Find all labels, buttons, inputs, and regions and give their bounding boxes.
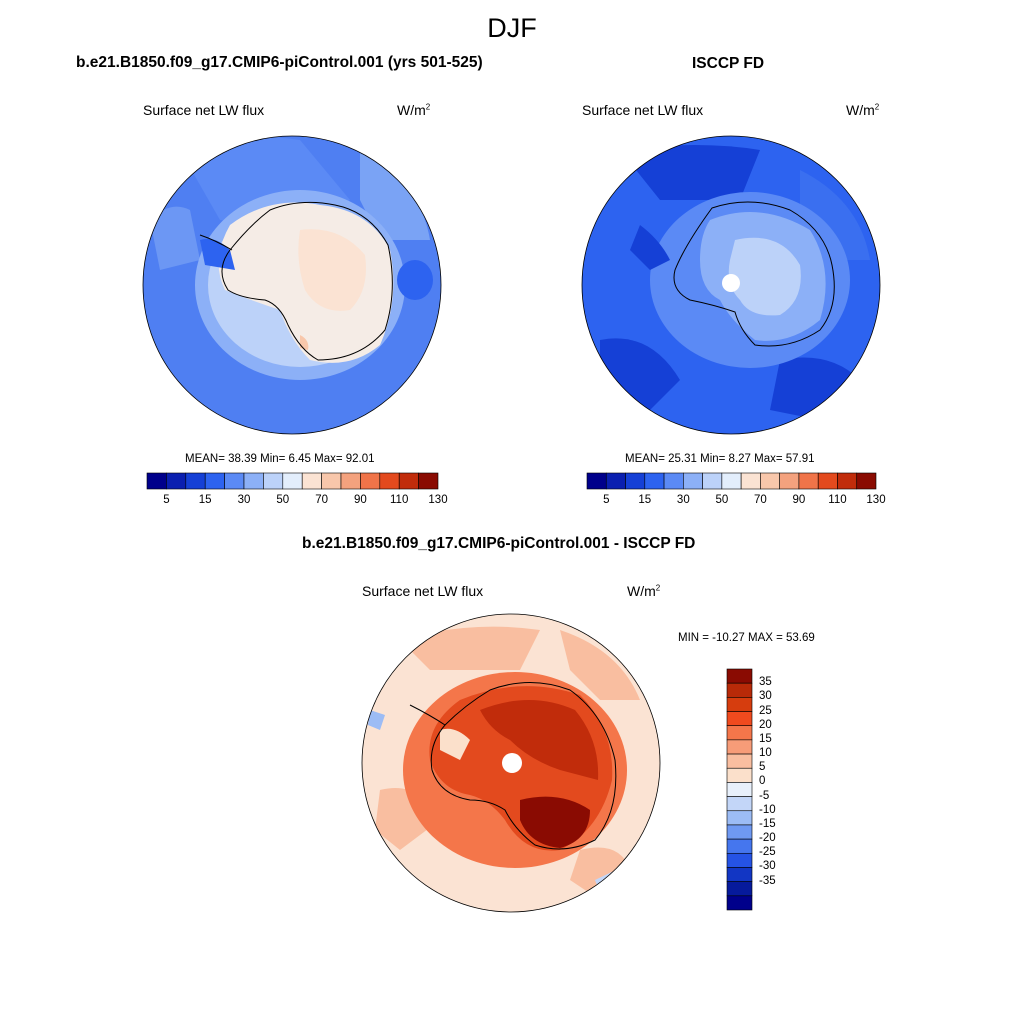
colorbar-swatch: [726, 810, 753, 826]
colorbar-tick-label: -20: [759, 832, 776, 845]
model-left-label: Surface net LW flux: [143, 102, 265, 118]
obs-stats: MEAN= 25.31 Min= 8.27 Max= 57.91: [625, 453, 815, 465]
figure-title: DJF: [487, 13, 537, 43]
colorbar-tick-label: 25: [759, 704, 772, 717]
colorbar-swatch: [726, 725, 753, 741]
colorbar-swatch: [726, 867, 753, 882]
obs-colorbar: [586, 472, 877, 490]
colorbar-tick-label: 15: [638, 494, 652, 506]
colorbar-swatch: [726, 796, 753, 812]
model-colorbar: [146, 472, 439, 490]
diff-colorbar: [726, 668, 753, 911]
colorbar-swatch: [726, 739, 753, 755]
diff-panel-title: b.e21.B1850.f09_g17.CMIP6-piControl.001 …: [302, 535, 696, 552]
colorbar-tick-label: -25: [759, 846, 776, 859]
colorbar-tick-label: -5: [759, 789, 770, 802]
diff-left-label: Surface net LW flux: [362, 583, 484, 599]
colorbar-tick-label: -10: [759, 803, 776, 816]
colorbar-tick-label: 30: [676, 494, 690, 506]
obs-panel-title: ISCCP FD: [692, 55, 765, 72]
colorbar-tick-label: 130: [866, 494, 886, 506]
model-stats: MEAN= 38.39 Min= 6.45 Max= 92.01: [185, 453, 375, 465]
colorbar-swatch: [726, 668, 753, 684]
colorbar-tick-label: 30: [759, 690, 772, 703]
colorbar-swatch: [726, 753, 753, 769]
model-colorbar-ticks: 5 15 30 50 70 90 110 130: [147, 494, 447, 508]
diff-colorbar-ticks: 35 30 25 20 15 10 5 0 -5 -10 -15 -20 -25 -30 -35: [759, 669, 799, 910]
colorbar-tick-label: 5: [163, 494, 170, 506]
colorbar-swatch: [726, 767, 753, 783]
diff-stats: MIN = -10.27 MAX = 53.69: [678, 632, 815, 644]
colorbar-tick-label: 130: [428, 494, 448, 506]
colorbar-tick-label: 15: [198, 494, 212, 506]
colorbar-swatch: [726, 852, 753, 868]
colorbar-tick-label: 50: [715, 494, 729, 506]
colorbar-tick-label: 50: [276, 494, 290, 506]
colorbar-tick-label: -35: [759, 874, 776, 887]
colorbar-swatch: [726, 881, 753, 897]
colorbar-tick-label: 5: [603, 494, 610, 506]
colorbar-swatch: [726, 824, 753, 840]
colorbar-swatch: [418, 472, 439, 490]
colorbar-tick-label: 70: [753, 494, 767, 506]
colorbar-tick-label: 90: [353, 494, 367, 506]
colorbar-tick-label: 5: [759, 761, 766, 774]
colorbar-swatch: [726, 711, 753, 727]
colorbar-swatch: [726, 895, 753, 911]
colorbar-tick-label: 20: [759, 718, 772, 731]
colorbar-tick-label: 10: [759, 747, 772, 760]
colorbar-tick-label: 110: [390, 494, 409, 506]
obs-units-label: W/m2: [846, 102, 880, 118]
obs-left-label: Surface net LW flux: [582, 102, 704, 118]
colorbar-tick-label: 90: [792, 494, 806, 506]
diff-units-label: W/m2: [627, 583, 661, 599]
colorbar-swatch: [856, 472, 877, 490]
colorbar-swatch: [726, 697, 753, 712]
colorbar-swatch: [726, 782, 753, 797]
colorbar-tick-label: 110: [828, 494, 847, 506]
model-units-label: W/m2: [397, 102, 431, 118]
obs-colorbar-ticks: 5 15 30 50 70 90 110 130: [587, 494, 886, 508]
colorbar-tick-label: -15: [759, 817, 776, 830]
colorbar-swatch: [726, 682, 753, 698]
colorbar-tick-label: 30: [237, 494, 251, 506]
colorbar-tick-label: 70: [315, 494, 328, 506]
colorbar-tick-label: 15: [759, 732, 772, 745]
colorbar-swatch: [726, 838, 753, 854]
colorbar-tick-label: 0: [759, 775, 766, 788]
model-panel-title: b.e21.B1850.f09_g17.CMIP6-piControl.001 …: [76, 54, 483, 71]
colorbar-tick-label: -30: [759, 860, 776, 873]
colorbar-tick-label: 35: [759, 676, 772, 689]
